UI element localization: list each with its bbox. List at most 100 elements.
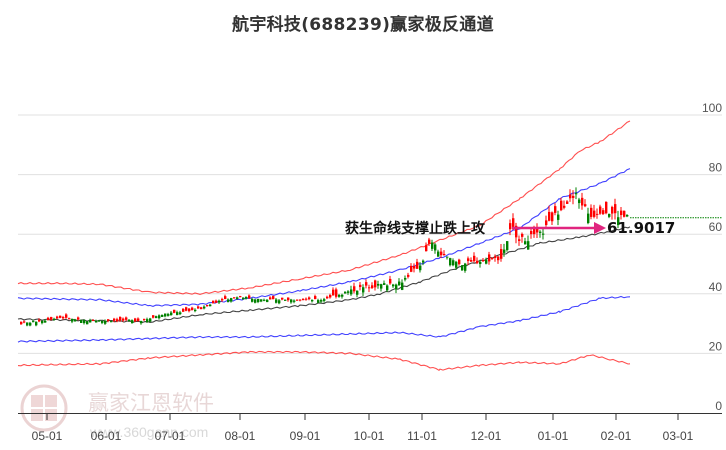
candle-down [278, 300, 281, 304]
candle-up [239, 296, 242, 298]
candle-up [47, 317, 50, 321]
x-axis: 05-01 06-01 07-01 08-01 09-01 10-01 11-01 12-01… [18, 413, 722, 443]
candle-down [176, 312, 179, 315]
candle-up [272, 296, 275, 300]
candle-down [110, 321, 113, 323]
candle-down [35, 321, 38, 326]
candle-down [242, 297, 245, 300]
candle-up [137, 318, 140, 322]
candle-up [482, 260, 485, 262]
candle-up [269, 297, 272, 300]
candle-down [26, 322, 29, 326]
candle-down [146, 319, 149, 323]
candle-up [368, 287, 371, 289]
candle-down [455, 261, 458, 268]
candle-down [506, 241, 509, 251]
candle-down [464, 263, 467, 271]
candle-up [197, 306, 200, 309]
candle-up [305, 298, 308, 300]
candle-down [155, 316, 158, 319]
candle-up [122, 318, 125, 321]
candle-down [404, 277, 407, 280]
candle-up [596, 213, 599, 215]
candle-up [470, 260, 473, 262]
candle-down [254, 299, 257, 303]
candle-down [380, 284, 383, 289]
candle-down [587, 213, 590, 224]
candle-down [74, 319, 77, 322]
upper-outer-band-line [17, 120, 631, 295]
watermark-seal-icon [20, 384, 68, 432]
arrow-head-icon [594, 222, 606, 234]
candle-up [329, 295, 332, 298]
candle-down [164, 313, 167, 317]
candle-up [38, 319, 41, 322]
candle-up [143, 318, 146, 320]
candle-down [503, 249, 506, 253]
candle-down [245, 297, 248, 299]
candle-up [500, 249, 503, 259]
candle-down [194, 309, 197, 312]
candle-up [359, 284, 362, 288]
candle-down [32, 321, 35, 323]
candle-up [296, 299, 299, 301]
candle-down [362, 287, 365, 293]
y-tick-label: 100 [702, 101, 722, 115]
upper-inner-band-line [17, 168, 631, 307]
candle-down [317, 300, 320, 303]
candle-down [275, 299, 278, 303]
candle-up [302, 298, 305, 301]
candle-up [65, 314, 68, 318]
candle-up [563, 205, 566, 208]
candle-down [266, 299, 269, 303]
candle-down [83, 320, 86, 324]
watermark-brand: 赢家江恩软件 [88, 391, 214, 415]
lower-outer-band-line [17, 350, 631, 372]
x-tick-label: 07-01 [155, 429, 186, 443]
candle-down [341, 294, 344, 297]
candle-up [125, 317, 128, 320]
candle-up [116, 319, 119, 322]
candle-up [620, 210, 623, 216]
candle-up [215, 300, 218, 303]
y-axis: 0 20 40 60 80 100 [702, 101, 722, 413]
candle-up [458, 259, 461, 265]
candle-down [323, 299, 326, 301]
candle-up [248, 295, 251, 299]
candle-up [509, 223, 512, 230]
candle-down [350, 289, 353, 295]
candle-down [29, 322, 32, 326]
candle-down [179, 312, 182, 315]
candle-up [614, 204, 617, 214]
candle-down [131, 320, 134, 324]
candle-up [536, 227, 539, 233]
candle-down [449, 258, 452, 266]
candle-up [119, 317, 122, 321]
x-tick-label: 05-01 [32, 429, 63, 443]
candle-down [422, 260, 425, 263]
candle-up [569, 194, 572, 199]
candle-down [203, 306, 206, 309]
candle-down [608, 213, 611, 217]
candle-up [533, 227, 536, 235]
candle-up [107, 319, 110, 321]
candle-down [161, 314, 164, 317]
candle-up [233, 297, 236, 299]
candle-down [101, 320, 104, 323]
candle-down [437, 251, 440, 257]
candle-up [425, 245, 428, 252]
candle-up [497, 256, 500, 261]
candle-down [158, 315, 161, 319]
candle-up [188, 308, 191, 312]
candle-up [560, 200, 563, 211]
candle-down [71, 318, 74, 322]
candle-down [398, 281, 401, 286]
candle-up [77, 317, 80, 320]
candle-up [221, 299, 224, 301]
candle-down [485, 259, 488, 264]
candle-up [113, 318, 116, 321]
candle-down [149, 318, 152, 322]
annotation-text: 获生命线支撑止跌上攻 [345, 220, 486, 237]
candle-up [413, 265, 416, 269]
candle-up [314, 296, 317, 300]
